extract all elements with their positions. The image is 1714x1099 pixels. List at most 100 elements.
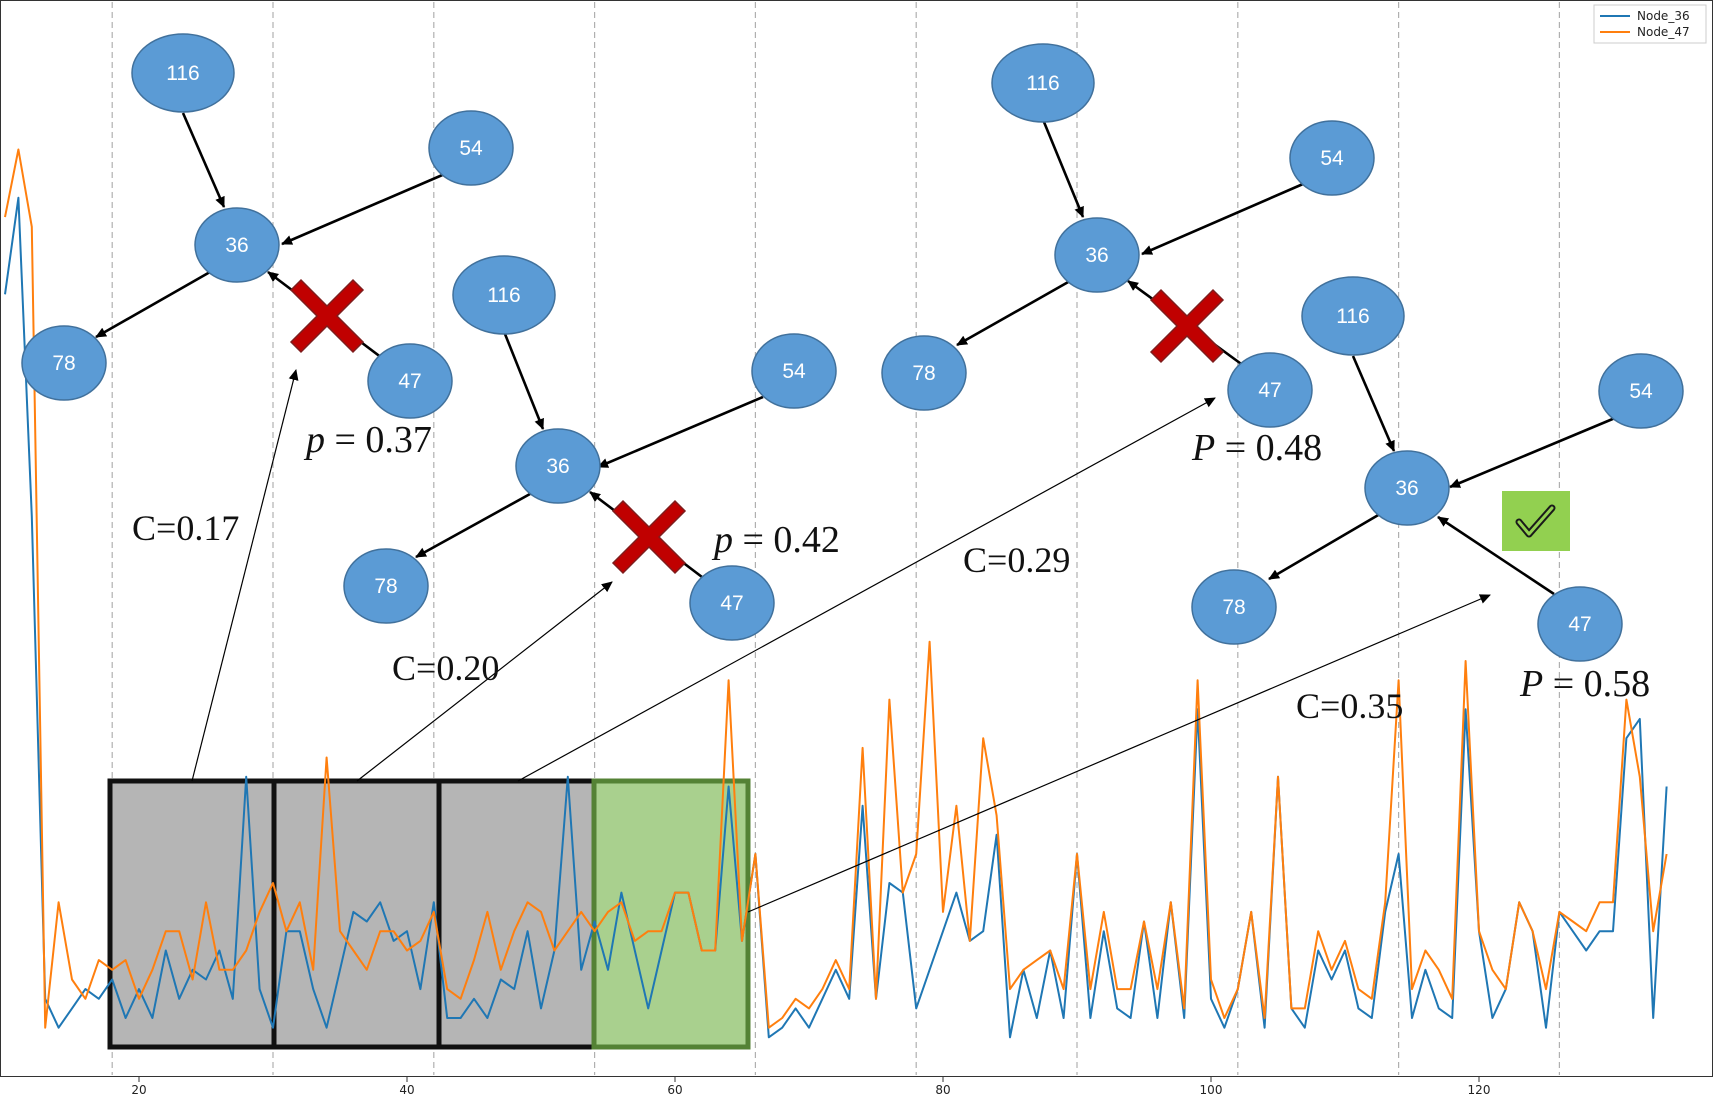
probability-label-3: P = 0.48	[1191, 427, 1322, 469]
node-label: 78	[1222, 596, 1245, 619]
node-label: 54	[459, 137, 483, 160]
node-label: 78	[374, 575, 397, 598]
node-label: 54	[1320, 147, 1344, 170]
edge-36-to-78	[95, 270, 211, 339]
cross-mark-icon	[611, 499, 687, 575]
probability-value-4: = 0.58	[1543, 663, 1650, 705]
node-circle	[1537, 586, 1623, 662]
cross-mark-icon	[1149, 288, 1225, 364]
causal-graph-3: 116 54 36 78 47	[881, 43, 1375, 428]
x-tick-label: 60	[667, 1083, 682, 1097]
probability-symbol-4: P	[1519, 663, 1543, 705]
node-circle	[1227, 352, 1313, 428]
probability-label-2: p = 0.42	[711, 519, 840, 561]
node-54: 54	[428, 110, 514, 186]
node-78: 78	[21, 325, 107, 401]
probability-symbol-1: p	[303, 419, 325, 461]
edge-116-to-36	[503, 333, 545, 430]
window-box-3	[436, 778, 597, 1050]
window-boxes	[107, 778, 751, 1050]
node-circle	[1598, 353, 1684, 429]
node-116: 116	[452, 255, 556, 335]
node-54: 54	[1289, 120, 1375, 196]
x-tick-label: 120	[1468, 1083, 1491, 1097]
node-label: 36	[1395, 477, 1418, 500]
node-label: 54	[1629, 380, 1653, 403]
edge-47-to-36	[1437, 515, 1555, 596]
node-78: 78	[881, 335, 967, 411]
node-36: 36	[515, 428, 601, 504]
connector-window-2	[356, 581, 613, 782]
node-116: 116	[1301, 276, 1405, 356]
causal-graph-2: 116 54 36 78 47	[343, 255, 837, 641]
node-label: 116	[487, 284, 520, 307]
node-54: 54	[1598, 353, 1684, 429]
edge-36-to-78	[1268, 512, 1381, 581]
graph-edges	[1268, 355, 1616, 596]
edge-116-to-36	[181, 112, 226, 208]
node-label: 116	[1026, 72, 1059, 95]
probability-symbol-2: p	[711, 519, 733, 561]
node-circle	[1191, 569, 1277, 645]
connector-window-4	[747, 594, 1491, 913]
node-label: 36	[1085, 244, 1108, 267]
connector-window-3	[517, 397, 1216, 782]
probability-label-4: P = 0.58	[1519, 663, 1650, 705]
node-label: 116	[166, 62, 199, 85]
cross-mark-icon	[289, 278, 365, 354]
edge-54-to-36	[281, 171, 448, 246]
window-connectors	[191, 369, 1491, 913]
correlation-label-1: C=0.17	[132, 508, 239, 548]
node-circle	[452, 255, 556, 335]
node-label: 36	[546, 455, 569, 478]
connector-window-1	[191, 369, 299, 782]
node-label: 54	[782, 360, 806, 383]
node-circle	[1054, 217, 1140, 293]
x-axis: 20 40 60 80 100 120	[131, 1077, 1490, 1097]
node-78: 78	[1191, 569, 1277, 645]
node-circle	[881, 335, 967, 411]
probability-value-3: = 0.48	[1215, 427, 1322, 469]
node-47: 47	[689, 565, 775, 641]
node-circle	[689, 565, 775, 641]
node-label: 47	[1258, 379, 1281, 402]
node-36: 36	[194, 207, 280, 283]
correlation-label-3: C=0.29	[963, 540, 1070, 580]
node-circle	[194, 207, 280, 283]
edge-36-to-78	[956, 279, 1071, 347]
series-line-node-36	[4, 196, 1668, 1039]
node-116: 116	[991, 43, 1095, 123]
node-47: 47	[1227, 352, 1313, 428]
x-tick-label: 100	[1200, 1083, 1223, 1097]
probability-value-1: = 0.37	[325, 419, 432, 461]
node-label: 36	[225, 234, 248, 257]
probability-value-2: = 0.42	[733, 519, 840, 561]
node-label: 47	[398, 370, 421, 393]
check-mark-icon	[1502, 491, 1570, 551]
node-label: 47	[1568, 613, 1591, 636]
legend-label-node47: Node_47	[1637, 25, 1690, 39]
legend-label-node36: Node_36	[1637, 9, 1690, 23]
x-tick-label: 40	[399, 1083, 414, 1097]
probability-symbol-3: P	[1191, 427, 1215, 469]
node-circle	[991, 43, 1095, 123]
edge-116-to-36	[1042, 121, 1085, 218]
node-circle	[751, 333, 837, 409]
edge-54-to-36	[1141, 182, 1304, 256]
node-47: 47	[367, 343, 453, 419]
legend: Node_36 Node_47	[1593, 4, 1707, 44]
node-36: 36	[1054, 217, 1140, 293]
x-tick-label: 80	[935, 1083, 950, 1097]
node-circle	[367, 343, 453, 419]
node-circle	[428, 110, 514, 186]
node-circle	[515, 428, 601, 504]
node-circle	[1364, 450, 1450, 526]
node-label: 78	[52, 352, 75, 375]
node-36: 36	[1364, 450, 1450, 526]
window-box-1	[107, 778, 277, 1050]
node-label: 116	[1336, 305, 1369, 328]
node-78: 78	[343, 548, 429, 624]
node-circle	[1301, 276, 1405, 356]
plot-frame	[0, 0, 1713, 1077]
